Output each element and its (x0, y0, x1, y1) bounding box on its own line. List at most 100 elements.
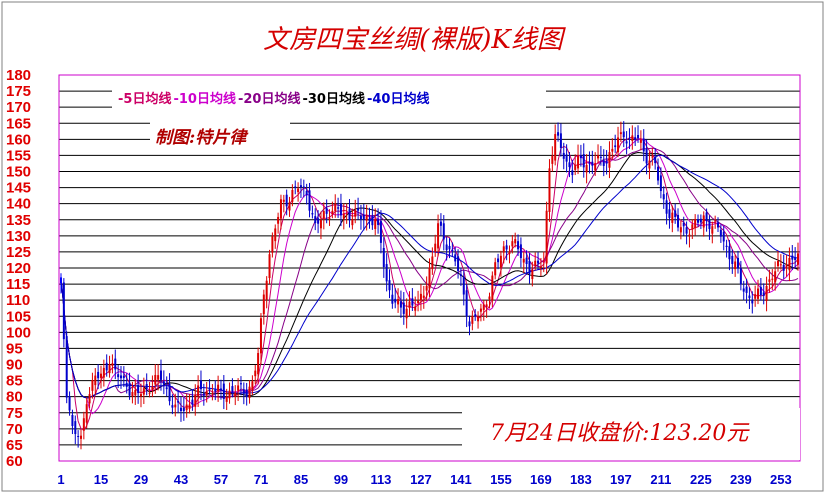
legend-entry: -30日均线 (302, 91, 365, 107)
candle-body (742, 288, 745, 292)
candle-body (334, 203, 337, 212)
candle (725, 239, 728, 258)
candle (425, 276, 428, 301)
candle-body (534, 260, 537, 266)
candle-body (262, 294, 265, 315)
candle (119, 365, 122, 389)
candle (202, 383, 205, 406)
x-tick-label: 29 (134, 472, 148, 487)
candle-body (774, 271, 777, 283)
candle (359, 204, 362, 230)
candle-body (159, 370, 162, 380)
candle (314, 208, 317, 231)
candle-body (185, 404, 188, 411)
candle-body (399, 301, 402, 308)
candle-body (505, 245, 508, 250)
candle-body (288, 202, 291, 211)
candle-body (385, 264, 388, 282)
candle-body (737, 257, 740, 269)
candle-body (751, 299, 754, 304)
candle-body (148, 392, 151, 394)
candle-body (679, 227, 682, 233)
candle (577, 144, 580, 175)
candle (111, 354, 114, 374)
x-tick-label: 1 (57, 472, 64, 487)
candle-body (605, 160, 608, 164)
candle (217, 375, 220, 402)
y-tick-label: 70 (6, 421, 23, 438)
candle (777, 250, 780, 272)
candle (617, 126, 620, 158)
candle (422, 285, 425, 309)
candle-body (748, 295, 751, 299)
y-tick-label: 85 (6, 373, 23, 390)
candle-body (365, 215, 368, 221)
candle (585, 154, 588, 184)
candle (697, 214, 700, 227)
candle-body (305, 190, 308, 196)
candle-body (465, 290, 468, 317)
candle (265, 276, 268, 309)
candle-body (99, 373, 102, 378)
candle-body (539, 266, 542, 268)
candle-body (85, 404, 88, 423)
candle (614, 134, 617, 153)
candle (65, 331, 68, 404)
candle-body (271, 236, 274, 253)
candle (719, 224, 722, 243)
legend-entry: -10日均线 (173, 91, 236, 107)
candle (477, 311, 480, 329)
candle-body (405, 308, 408, 319)
x-axis-labels: 1 15 29 43 57 71 85 99 113 127 141 155 169 183 197 211 2… (57, 472, 791, 487)
candle (97, 364, 100, 390)
candle (679, 220, 682, 240)
candle-body (145, 384, 148, 389)
candle (737, 250, 740, 274)
x-tick-label: 211 (650, 472, 671, 487)
candle-body (674, 210, 677, 217)
candle (91, 372, 94, 399)
candle-body (739, 268, 742, 285)
candle-body (228, 390, 231, 399)
candle (251, 375, 254, 396)
candle-body (251, 381, 254, 390)
candle-body (219, 388, 222, 390)
candle (491, 271, 494, 308)
candle-body (745, 286, 748, 293)
y-tick-label: 80 (6, 389, 23, 406)
candle-body (668, 209, 671, 218)
candle-body (788, 257, 791, 271)
plot-frame (58, 74, 801, 462)
candle-body (562, 152, 565, 159)
candle (639, 130, 642, 151)
candle (751, 291, 754, 314)
candle-body (637, 135, 640, 139)
candle (688, 229, 691, 248)
candle (319, 211, 322, 240)
candle (71, 409, 74, 435)
candle-body (174, 404, 177, 408)
candle (454, 247, 457, 267)
candle (642, 129, 645, 162)
candle (514, 232, 517, 248)
candle (248, 380, 251, 404)
candle-body (591, 161, 594, 166)
candle (605, 150, 608, 175)
candle-body (97, 371, 100, 379)
candle (334, 194, 337, 218)
x-tick-label: 253 (770, 472, 792, 487)
candle-body (345, 213, 348, 215)
candle (151, 375, 154, 398)
candle-body (371, 215, 374, 226)
candle-body (414, 306, 417, 311)
candle (428, 258, 431, 298)
candle-body (131, 391, 134, 397)
candle (668, 201, 671, 229)
candle (499, 250, 502, 277)
candle (122, 366, 125, 388)
chart-title: 文房四宝丝绸(裸版)K线图 (263, 25, 567, 55)
candle-body (88, 394, 91, 404)
candle-body (188, 404, 191, 409)
legend: -5日均线 -10日均线 -20日均线 -30日均线 -40日均线 (112, 86, 546, 108)
candle (551, 146, 554, 172)
